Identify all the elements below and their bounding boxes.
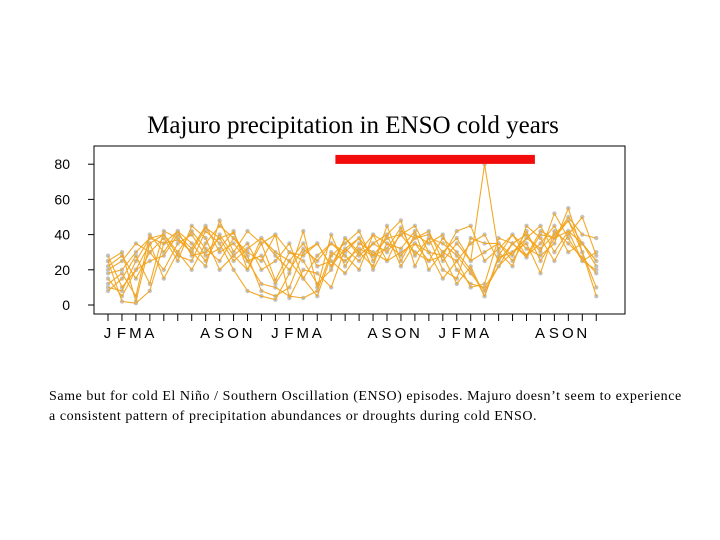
x-tick-label: M	[297, 325, 311, 342]
y-tick-label: 0	[62, 297, 70, 313]
x-tick-label: F	[452, 325, 462, 342]
x-tick-label: S	[549, 325, 560, 342]
y-tick-label: 20	[54, 262, 70, 278]
x-tick-label: N	[576, 325, 588, 342]
x-tick-label: S	[214, 325, 225, 342]
series-line-7	[107, 163, 597, 297]
x-tick-label: O	[395, 325, 408, 342]
x-tick-label: J	[104, 325, 113, 342]
x-tick-label: M	[464, 325, 478, 342]
chart-title: Majuro precipitation in ENSO cold years	[147, 112, 559, 139]
x-tick-label: O	[227, 325, 240, 342]
series-line-6	[107, 212, 597, 297]
enso-period-highlight-bar	[335, 154, 535, 164]
x-tick-label: M	[129, 325, 143, 342]
x-tick-label: A	[479, 325, 490, 342]
series-line-8	[107, 207, 597, 303]
x-tick-label: J	[271, 325, 280, 342]
y-tick-label: 60	[54, 191, 70, 207]
y-tick-label: 80	[54, 156, 70, 172]
series-lines-layer	[107, 163, 597, 304]
x-tick-label: A	[200, 325, 211, 342]
series-line-2	[107, 219, 597, 301]
x-tick-label: F	[117, 325, 127, 342]
x-tick-label: A	[535, 325, 546, 342]
scatter-point	[105, 285, 111, 290]
y-axis: 0 20 40 60 80	[54, 156, 94, 313]
x-tick-label: N	[409, 325, 421, 342]
x-tick-label: N	[242, 325, 254, 342]
x-tick-label: S	[381, 325, 392, 342]
x-tick-label: A	[368, 325, 379, 342]
x-tick-label: J	[439, 325, 448, 342]
series-line-4	[107, 227, 597, 299]
x-tick-label: O	[562, 325, 575, 342]
x-tick-label: A	[312, 325, 323, 342]
slide-caption: Same but for cold El Niño / Southern Osc…	[49, 389, 682, 424]
series-line-9	[107, 225, 597, 292]
x-tick-label: A	[144, 325, 155, 342]
x-tick-label: F	[284, 325, 294, 342]
series-line-10	[107, 216, 597, 280]
y-tick-label: 40	[54, 227, 70, 243]
